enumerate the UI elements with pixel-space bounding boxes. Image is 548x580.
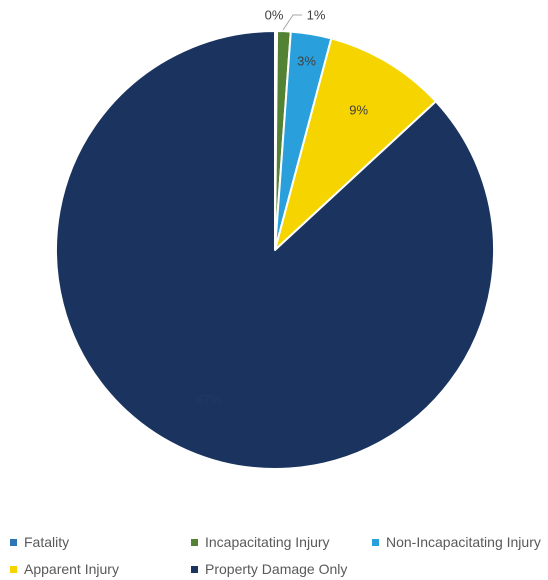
data-label-apparent-injury: 9% xyxy=(349,103,368,118)
leader-line xyxy=(282,14,302,31)
legend-label-property-damage-only: Property Damage Only xyxy=(205,561,348,577)
data-label-fatality: 0% xyxy=(265,7,284,22)
legend-item-incapacitating-injury: Incapacitating Injury xyxy=(191,534,330,550)
legend-label-incapacitating-injury: Incapacitating Injury xyxy=(205,534,330,550)
data-label-property-damage-only: 87% xyxy=(196,392,222,407)
legend-label-fatality: Fatality xyxy=(24,534,70,550)
legend-label-non-incapacitating-injury: Non-Incapacitating Injury xyxy=(386,534,541,550)
legend-item-non-incapacitating-injury: Non-Incapacitating Injury xyxy=(372,534,541,550)
legend-item-fatality: Fatality xyxy=(10,534,69,550)
pie-slice-apparent-injury xyxy=(274,37,437,251)
pie-chart: 0% 1% 3% 9% 87% xyxy=(55,7,495,470)
chart-legend: Fatality Incapacitating Injury Non-Incap… xyxy=(0,528,548,580)
legend-swatch-property-damage-only xyxy=(191,565,198,573)
data-label-non-incapacitating-injury: 3% xyxy=(297,54,316,69)
data-label-incapacitating-injury: 1% xyxy=(307,7,326,22)
legend-swatch-incapacitating-injury xyxy=(191,538,198,546)
legend-item-apparent-injury: Apparent Injury xyxy=(10,561,119,577)
pie-slice-property-damage-only xyxy=(55,30,495,470)
legend-swatch-fatality xyxy=(10,538,17,546)
legend-label-apparent-injury: Apparent Injury xyxy=(24,561,119,577)
legend-swatch-apparent-injury xyxy=(10,565,17,573)
legend-item-property-damage-only: Property Damage Only xyxy=(191,561,347,577)
legend-swatch-non-incapacitating-injury xyxy=(372,538,379,546)
